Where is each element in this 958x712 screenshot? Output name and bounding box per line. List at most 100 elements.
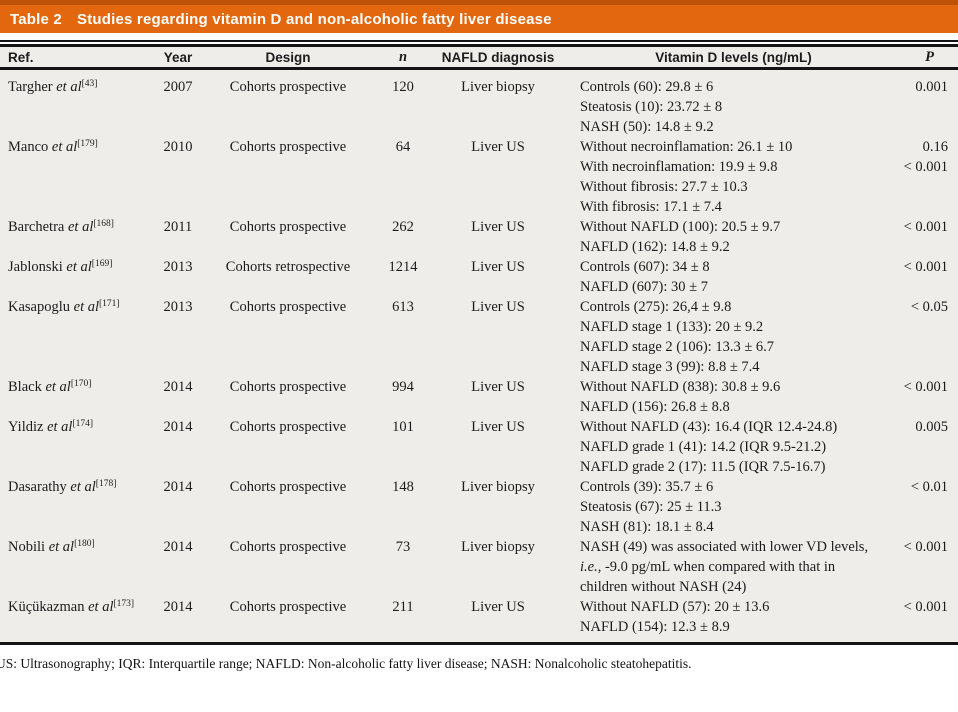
table-row: Manco et al[179] 2010 Cohorts prospectiv… xyxy=(0,137,958,217)
ref-author: Nobili xyxy=(8,539,46,555)
year-cell: 2014 xyxy=(163,379,193,395)
n-cell: 211 xyxy=(392,599,414,615)
vitamin-d-levels-cell: Without NAFLD (57): 20 ± 13.6 NAFLD (154)… xyxy=(558,597,853,637)
p-value-line xyxy=(853,177,948,197)
diagnosis-cell: Liver biopsy xyxy=(461,539,535,555)
design-cell: Cohorts prospective xyxy=(229,539,347,555)
p-value-line xyxy=(853,117,948,137)
ref-author: Jablonski xyxy=(8,259,63,275)
level-line: NAFLD grade 1 (41): 14.2 (IQR 9.5-21.2) xyxy=(580,439,827,455)
p-value-cell: < 0.001 xyxy=(853,597,948,637)
design-cell: Cohorts prospective xyxy=(229,419,347,435)
p-value-line xyxy=(853,457,948,477)
n-cell: 101 xyxy=(392,419,414,435)
ref-etal: et al xyxy=(56,79,82,95)
level-line: NAFLD stage 3 (99): 8.8 ± 7.4 xyxy=(580,359,760,375)
p-value-cell: 0.16 < 0.001 xyxy=(853,137,948,217)
table-row: Dasarathy et al[178] 2014 Cohorts prospe… xyxy=(0,477,958,537)
level-line: Without NAFLD (43): 16.4 (IQR 12.4-24.8) xyxy=(580,419,838,435)
ref-citation: [174] xyxy=(72,419,94,429)
n-cell: 64 xyxy=(395,139,411,155)
ref-cell: Black et al[170] xyxy=(8,377,148,417)
ref-cell: Kasapoglu et al[171] xyxy=(8,297,148,377)
year-cell: 2011 xyxy=(163,219,193,235)
column-header-design: Design xyxy=(265,49,311,65)
ref-etal: et al xyxy=(73,299,100,315)
design-cell: Cohorts prospective xyxy=(229,599,347,615)
design-cell: Cohorts prospective xyxy=(229,379,347,395)
year-cell: 2014 xyxy=(163,539,193,555)
ref-citation: [168] xyxy=(93,219,114,229)
p-value-cell: < 0.001 xyxy=(853,217,948,257)
ref-citation: [171] xyxy=(99,299,120,309)
ref-etal: et al xyxy=(66,259,92,275)
level-line: Without NAFLD (57): 20 ± 13.6 xyxy=(580,599,770,615)
table-row: Nobili et al[180] 2014 Cohorts prospecti… xyxy=(0,537,958,597)
level-line: NAFLD (156): 26.8 ± 8.8 xyxy=(580,399,730,415)
vitamin-d-levels-cell: Controls (60): 29.8 ± 6 Steatosis (10): 2… xyxy=(558,77,853,137)
level-line: NAFLD (154): 12.3 ± 8.9 xyxy=(580,619,730,635)
year-cell: 2014 xyxy=(163,479,193,495)
level-line: Without NAFLD (100): 20.5 ± 9.7 xyxy=(580,219,781,235)
year-cell: 2013 xyxy=(163,259,193,275)
diagnosis-cell: Liver US xyxy=(471,259,525,275)
diagnosis-cell: Liver US xyxy=(471,379,525,395)
p-value-cell: 0.001 xyxy=(853,77,948,137)
vitamin-d-levels-cell: Controls (607): 34 ± 8 NAFLD (607): 30 ± … xyxy=(558,257,853,297)
p-value-line xyxy=(853,357,948,377)
p-value-line: < 0.05 xyxy=(910,299,948,315)
p-value-cell: < 0.001 xyxy=(853,537,948,597)
p-value-line xyxy=(853,397,948,417)
ref-cell: Nobili et al[180] xyxy=(8,537,148,597)
table-row: Barchetra et al[168] 2011 Cohorts prospe… xyxy=(0,217,958,257)
top-rule-thick xyxy=(0,44,958,47)
ref-author: Targher xyxy=(8,79,53,95)
level-line: With necroinflamation: 19.9 ± 9.8 xyxy=(580,159,778,175)
p-value-cell: < 0.001 xyxy=(853,257,948,297)
level-line: Controls (275): 26,4 ± 9.8 xyxy=(580,299,732,315)
level-line: NAFLD grade 2 (17): 11.5 (IQR 7.5-16.7) xyxy=(580,459,826,475)
header-bottom-rule xyxy=(0,67,958,70)
level-line: Controls (60): 29.8 ± 6 xyxy=(580,79,714,95)
column-header-n: n xyxy=(398,48,408,65)
p-value-line xyxy=(853,497,948,517)
year-cell: 2013 xyxy=(163,299,193,315)
table-row: Jablonski et al[169] 2013 Cohorts retros… xyxy=(0,257,958,297)
level-line: Steatosis (10): 23.72 ± 8 xyxy=(580,99,723,115)
ref-cell: Barchetra et al[168] xyxy=(8,217,148,257)
ref-author: Manco xyxy=(8,139,49,155)
level-line: With fibrosis: 17.1 ± 7.4 xyxy=(580,199,722,215)
ref-cell: Dasarathy et al[178] xyxy=(8,477,148,537)
level-line: i.e., -9.0 pg/mL when compared with that… xyxy=(580,559,836,575)
ref-citation: [178] xyxy=(95,479,117,489)
p-value-line xyxy=(853,337,948,357)
p-value-line xyxy=(853,577,948,597)
level-line: NAFLD (162): 14.8 ± 9.2 xyxy=(580,239,730,255)
p-value-line: < 0.001 xyxy=(903,379,948,395)
p-value-cell: 0.005 xyxy=(853,417,948,477)
ref-author: Barchetra xyxy=(8,219,65,235)
column-header-year: Year xyxy=(163,49,193,65)
level-line: children without NASH (24) xyxy=(580,579,747,595)
top-rule-thin xyxy=(0,40,958,42)
p-value-line xyxy=(853,557,948,577)
p-value-line: < 0.001 xyxy=(903,539,948,555)
diagnosis-cell: Liver US xyxy=(471,139,525,155)
ref-author: Küçükazman xyxy=(8,599,85,615)
ref-author: Kasapoglu xyxy=(8,299,71,315)
top-rule-gap xyxy=(0,42,958,44)
vitamin-d-levels-cell: Without NAFLD (838): 30.8 ± 9.6 NAFLD (15… xyxy=(558,377,853,417)
ref-author: Yildiz xyxy=(8,419,44,435)
n-cell: 613 xyxy=(392,299,414,315)
p-value-line: < 0.001 xyxy=(903,259,948,275)
diagnosis-cell: Liver US xyxy=(471,599,525,615)
n-cell: 262 xyxy=(392,219,414,235)
vitamin-d-levels-cell: Controls (39): 35.7 ± 6 Steatosis (67): 2… xyxy=(558,477,853,537)
table-title: Studies regarding vitamin D and non-alco… xyxy=(76,10,552,28)
ref-cell: Yildiz et al[174] xyxy=(8,417,148,477)
ref-etal: et al xyxy=(48,539,75,555)
vitamin-d-levels-cell: Controls (275): 26,4 ± 9.8 NAFLD stage 1 … xyxy=(558,297,853,377)
p-value-line xyxy=(853,317,948,337)
p-value-line: 0.001 xyxy=(915,79,948,95)
ref-citation: [170] xyxy=(70,379,92,389)
